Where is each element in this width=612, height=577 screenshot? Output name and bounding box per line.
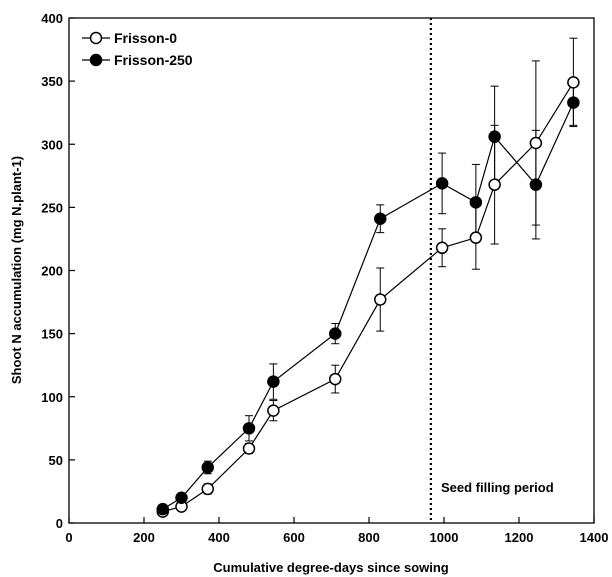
point-frisson-0-4 xyxy=(267,404,280,417)
y-tick-label-300: 300 xyxy=(41,137,63,152)
point-frisson-250-7 xyxy=(435,177,449,190)
plot-frame xyxy=(68,17,595,524)
point-frisson-250-1 xyxy=(175,491,188,504)
legend-label-frisson-250: Frisson-250 xyxy=(114,52,193,68)
x-tick-label-1200: 1200 xyxy=(505,530,534,545)
point-frisson-0-5 xyxy=(329,372,342,386)
tick-layer: 0 200 400 600 800 1000 1200 1400 0 50 100 150 200 250… xyxy=(41,11,608,545)
point-frisson-250-5 xyxy=(329,327,342,340)
legend-marker-frisson-0 xyxy=(89,31,103,45)
point-frisson-0-9 xyxy=(488,178,501,191)
point-frisson-0-10 xyxy=(529,136,543,150)
point-frisson-250-11 xyxy=(567,96,580,109)
x-axis-title: Cumulative degree-days since sowing xyxy=(213,560,449,575)
point-frisson-250-3 xyxy=(242,422,256,435)
point-frisson-0-2 xyxy=(201,482,214,496)
y-tick-label-50: 50 xyxy=(49,453,63,468)
point-frisson-0-7 xyxy=(435,241,449,255)
legend-label-frisson-0: Frisson-0 xyxy=(114,30,177,46)
y-tick-label-400: 400 xyxy=(41,11,63,26)
legend: Frisson-0 Frisson-250 xyxy=(82,30,193,68)
x-tick-label-200: 200 xyxy=(133,530,155,545)
point-frisson-250-0 xyxy=(156,502,169,516)
point-frisson-250-6 xyxy=(374,212,387,225)
legend-marker-frisson-250 xyxy=(89,53,103,67)
series-line-frisson-250 xyxy=(162,102,574,510)
y-tick-label-100: 100 xyxy=(41,390,63,405)
point-frisson-250-9 xyxy=(488,130,501,143)
y-tick-label-350: 350 xyxy=(41,74,63,89)
point-frisson-0-6 xyxy=(374,293,387,306)
point-frisson-0-3 xyxy=(242,442,256,455)
point-frisson-250-10 xyxy=(529,178,543,191)
error-bar-layer xyxy=(158,37,578,516)
y-axis-title: Shoot N accumulation (mg N.plant-1) xyxy=(9,156,24,384)
point-frisson-250-2 xyxy=(201,461,214,474)
line-layer xyxy=(162,82,574,513)
x-tick-label-1000: 1000 xyxy=(430,530,459,545)
seed-filling-annotation: Seed filling period xyxy=(441,480,554,495)
point-frisson-250-8 xyxy=(469,196,483,209)
point-layer xyxy=(156,76,580,518)
point-frisson-250-4 xyxy=(267,375,280,388)
point-frisson-0-11 xyxy=(567,76,580,89)
y-tick-label-0: 0 xyxy=(56,516,63,531)
y-tick-label-150: 150 xyxy=(41,327,63,342)
y-tick-label-200: 200 xyxy=(41,264,63,279)
series-line-frisson-0 xyxy=(162,82,574,513)
x-tick-label-0: 0 xyxy=(65,530,72,545)
point-frisson-0-8 xyxy=(469,231,483,244)
x-tick-label-600: 600 xyxy=(283,530,305,545)
x-tick-label-400: 400 xyxy=(208,530,230,545)
x-tick-label-800: 800 xyxy=(358,530,380,545)
y-tick-label-250: 250 xyxy=(41,200,63,215)
x-tick-label-1400: 1400 xyxy=(580,530,609,545)
